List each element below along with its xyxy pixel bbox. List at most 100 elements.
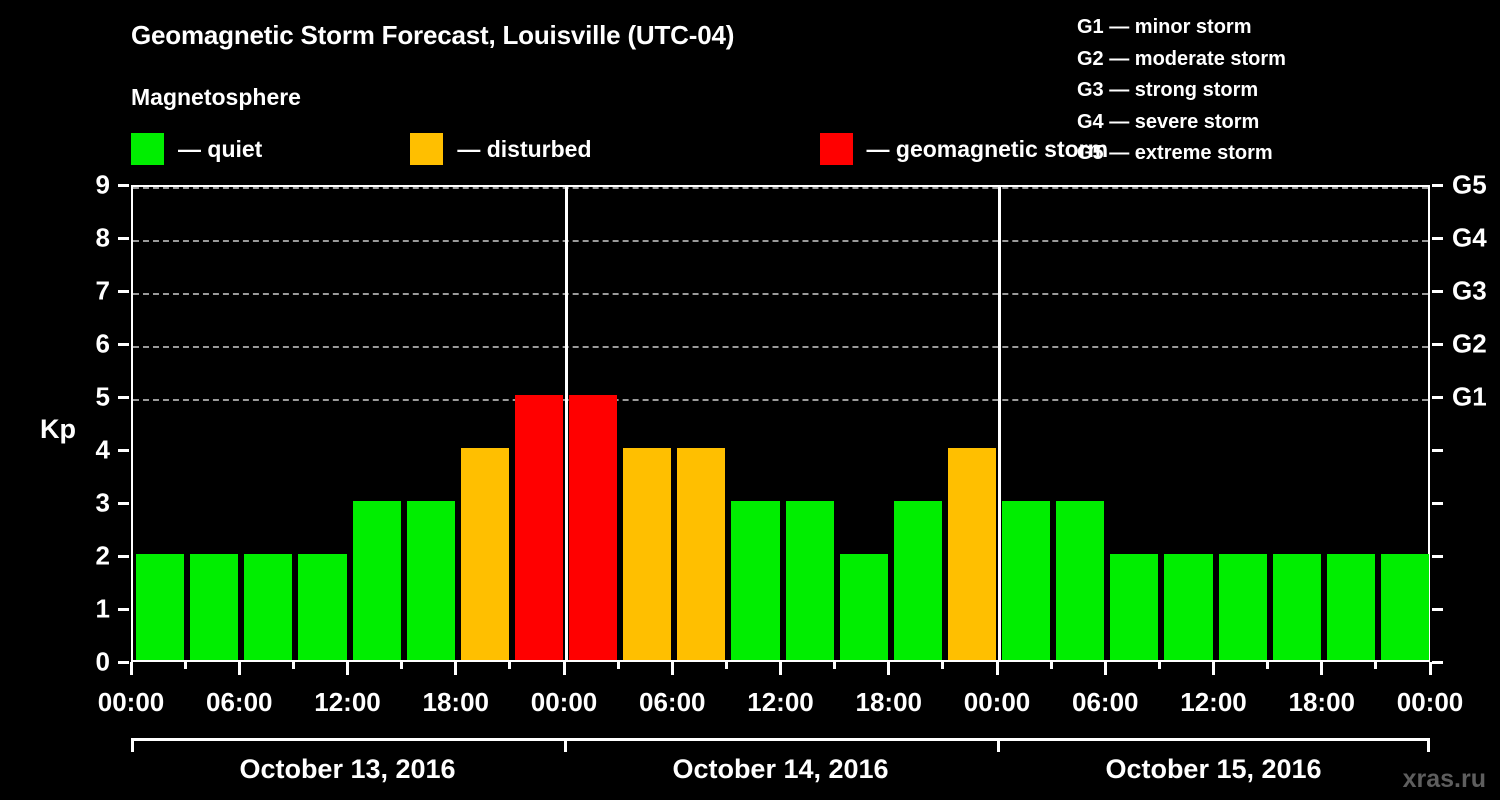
magnetosphere-legend: — quiet — disturbed — geomagnetic storm bbox=[131, 132, 1108, 166]
g-axis-label-G4: G4 bbox=[1452, 222, 1487, 253]
x-tick-minor bbox=[941, 662, 945, 669]
bar-kp bbox=[947, 448, 996, 660]
g-scale-legend-row-1: G1 — minor storm bbox=[1077, 16, 1252, 38]
day-bracket-edge bbox=[564, 738, 567, 752]
watermark: xras.ru bbox=[1402, 765, 1486, 793]
y-tick-mark-1 bbox=[118, 608, 129, 611]
x-tick-major bbox=[346, 662, 349, 675]
g-axis-tick-mark-3 bbox=[1432, 502, 1443, 505]
gridline-kp-8 bbox=[133, 240, 1428, 242]
y-tick-mark-4 bbox=[118, 449, 129, 452]
x-axis-label: 18:00 bbox=[855, 687, 923, 717]
y-tick-mark-9 bbox=[118, 184, 129, 187]
x-tick-minor bbox=[1049, 662, 1053, 669]
x-tick-major bbox=[995, 662, 999, 675]
x-tick-major bbox=[562, 662, 566, 675]
bar-kp bbox=[1218, 554, 1267, 660]
y-tick-2: 2 bbox=[95, 540, 110, 571]
bar-kp bbox=[514, 395, 563, 660]
legend-item-1: — disturbed bbox=[410, 133, 592, 165]
y-tick-8: 8 bbox=[95, 222, 110, 253]
x-tick-minor bbox=[183, 662, 187, 669]
bar-kp bbox=[406, 501, 455, 660]
bar-kp bbox=[569, 395, 618, 660]
g-axis-label-G2: G2 bbox=[1452, 328, 1487, 359]
y-tick-mark-0 bbox=[118, 661, 129, 664]
x-axis-label: 00:00 bbox=[963, 687, 1031, 717]
y-tick-9: 9 bbox=[95, 169, 110, 200]
day-label: October 13, 2016 bbox=[239, 754, 456, 784]
section-label-magnetosphere: Magnetosphere bbox=[131, 84, 301, 110]
bar-kp bbox=[1164, 554, 1213, 660]
day-bracket-line bbox=[997, 738, 1430, 741]
gridline-kp-9 bbox=[133, 187, 1428, 189]
bar-kp bbox=[1056, 501, 1105, 660]
x-tick-major bbox=[670, 662, 674, 675]
day-bracket-edge bbox=[997, 738, 1000, 752]
bar-kp bbox=[893, 501, 942, 660]
x-axis-ticks bbox=[129, 662, 1432, 676]
bar-kp bbox=[1002, 501, 1051, 660]
x-tick-major bbox=[1103, 662, 1107, 675]
x-axis-label: 06:00 bbox=[639, 687, 706, 717]
day-separator bbox=[997, 187, 1001, 660]
x-tick-minor bbox=[616, 662, 620, 669]
y-tick-4: 4 bbox=[95, 434, 110, 465]
x-tick-major bbox=[454, 662, 458, 675]
day-label: October 15, 2016 bbox=[1105, 754, 1322, 784]
day-range-brackets bbox=[131, 738, 1430, 752]
day-bracket-edge bbox=[131, 738, 134, 752]
g-axis-tick-mark-9 bbox=[1432, 184, 1443, 187]
g-axis-tick-mark-8 bbox=[1432, 237, 1443, 240]
bar-series-kp bbox=[133, 187, 1429, 660]
g-scale-legend-row-3: G3 — strong storm bbox=[1077, 79, 1259, 101]
bar-kp bbox=[839, 554, 888, 660]
x-tick-minor bbox=[1157, 662, 1161, 669]
chart-plot-area bbox=[131, 185, 1430, 662]
g-axis-label-G5: G5 bbox=[1452, 169, 1487, 200]
bar-kp bbox=[623, 448, 672, 660]
y-tick-mark-5 bbox=[118, 396, 129, 399]
day-labels: October 13, 2016 October 14, 2016 October … bbox=[0, 754, 1500, 794]
bar-kp bbox=[244, 554, 293, 660]
x-axis-label: 12:00 bbox=[314, 687, 381, 717]
g-axis-tick-mark-7 bbox=[1432, 290, 1443, 293]
y-tick-mark-8 bbox=[118, 237, 129, 240]
y-tick-6: 6 bbox=[95, 328, 110, 359]
bar-kp bbox=[136, 554, 185, 660]
y-tick-3: 3 bbox=[95, 487, 110, 518]
y-tick-mark-2 bbox=[118, 555, 129, 558]
x-tick-major bbox=[779, 662, 782, 675]
g-axis-tick-mark-6 bbox=[1432, 343, 1443, 346]
y-tick-mark-3 bbox=[118, 502, 129, 505]
page-title: Geomagnetic Storm Forecast, Louisville (… bbox=[131, 20, 735, 50]
bar-kp bbox=[785, 501, 834, 660]
day-bracket-line bbox=[131, 738, 564, 741]
g-axis-label-G3: G3 bbox=[1452, 275, 1487, 306]
x-axis-label: 06:00 bbox=[206, 687, 273, 717]
g-axis-tick-mark-2 bbox=[1432, 555, 1443, 558]
day-separator bbox=[564, 187, 568, 660]
legend-item-2: — geomagnetic storm bbox=[819, 133, 1109, 165]
g-axis-tick-mark-5 bbox=[1432, 396, 1443, 399]
x-tick-minor bbox=[400, 662, 404, 669]
x-axis-label: 12:00 bbox=[1180, 687, 1247, 717]
g-axis-tick-mark-0 bbox=[1432, 661, 1443, 664]
x-axis-label: 12:00 bbox=[747, 687, 814, 717]
x-tick-major bbox=[1320, 662, 1324, 675]
bar-kp bbox=[1326, 554, 1375, 660]
g-axis-label-G1: G1 bbox=[1452, 381, 1487, 412]
y-axis-tick-labels: 0 1 2 3 4 5 6 7 8 9 bbox=[0, 170, 131, 677]
bar-kp bbox=[298, 554, 347, 660]
day-bracket-edge bbox=[1427, 738, 1430, 752]
orange-swatch bbox=[410, 133, 444, 165]
legend-label-2: — geomagnetic storm bbox=[866, 135, 1109, 162]
x-tick-minor bbox=[1266, 662, 1270, 669]
x-axis-label: 18:00 bbox=[1288, 687, 1356, 717]
gridline-kp-6 bbox=[133, 346, 1428, 348]
day-label: October 14, 2016 bbox=[672, 754, 889, 784]
bar-kp bbox=[1272, 554, 1321, 660]
g-axis-tick-mark-4 bbox=[1432, 449, 1443, 452]
y-tick-1: 1 bbox=[95, 593, 110, 624]
bar-kp bbox=[352, 501, 401, 660]
